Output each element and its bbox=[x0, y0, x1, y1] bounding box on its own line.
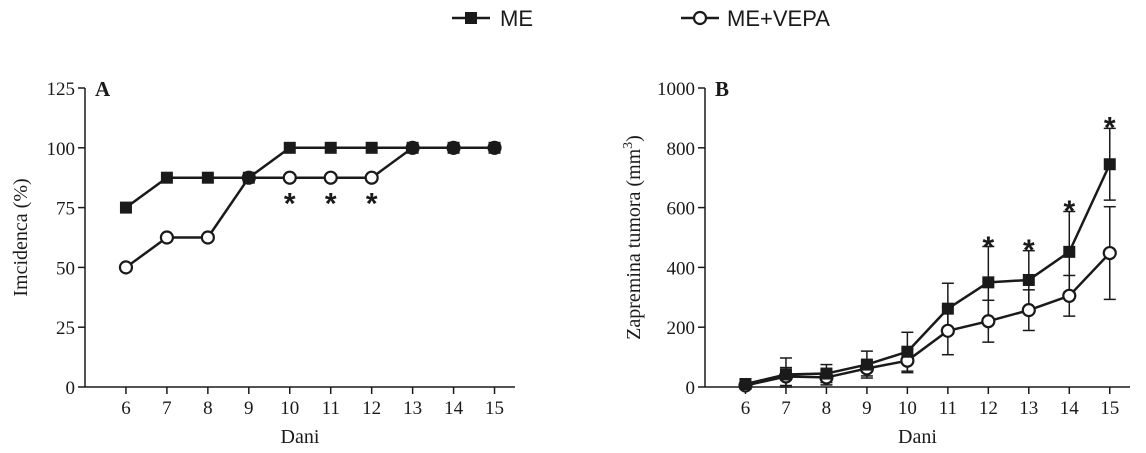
y-tick-label: 800 bbox=[667, 139, 696, 160]
y-tick-label: 400 bbox=[667, 258, 696, 279]
data-point-me bbox=[119, 201, 132, 214]
y-tick-label: 25 bbox=[56, 318, 75, 339]
data-point-me bbox=[779, 368, 792, 381]
significance-asterisk: * bbox=[1063, 195, 1075, 228]
data-point-me bbox=[201, 171, 214, 184]
significance-asterisk: * bbox=[325, 188, 337, 221]
x-tick-label: 15 bbox=[1100, 398, 1119, 419]
x-tick-label: 8 bbox=[203, 398, 213, 419]
y-tick-label: 75 bbox=[56, 199, 75, 220]
data-point-me bbox=[820, 367, 833, 380]
legend: ME ME+VEPA bbox=[452, 6, 830, 31]
significance-asterisk: * bbox=[1023, 234, 1035, 267]
data-point-me-vepa bbox=[118, 260, 134, 275]
panel-label: B bbox=[715, 77, 729, 101]
x-tick-label: 10 bbox=[280, 398, 299, 419]
data-point-me bbox=[283, 141, 296, 154]
y-tick-label: 0 bbox=[66, 378, 76, 399]
data-point-me bbox=[406, 141, 419, 154]
y-axis-label-text: Imcidenca (%) bbox=[10, 178, 32, 296]
data-point-me-vepa bbox=[940, 323, 955, 338]
data-point-me bbox=[324, 141, 337, 154]
y-axis-label-end: ) bbox=[623, 135, 645, 142]
data-point-me bbox=[982, 276, 995, 289]
series-line-me-vepa bbox=[745, 252, 1111, 387]
x-tick-label: 14 bbox=[444, 398, 464, 419]
y-tick-label: 50 bbox=[56, 258, 75, 279]
data-point-me-vepa bbox=[282, 170, 297, 185]
x-tick-label: 15 bbox=[485, 398, 504, 419]
x-tick-label: 7 bbox=[162, 398, 172, 419]
significance-asterisk: * bbox=[1104, 111, 1116, 144]
x-tick-label: 13 bbox=[403, 398, 422, 419]
legend-label: ME bbox=[500, 6, 533, 31]
legend-label: ME+VEPA bbox=[727, 6, 830, 31]
y-tick-label: 100 bbox=[47, 139, 76, 160]
error-bars-me-vepa bbox=[739, 205, 1116, 388]
data-point-me-vepa bbox=[159, 230, 175, 245]
filled-square-marker-icon bbox=[465, 12, 477, 24]
series-me bbox=[739, 158, 1116, 391]
x-axis-label: Dani bbox=[898, 426, 937, 448]
data-point-me bbox=[1103, 158, 1116, 171]
significance-asterisk: * bbox=[366, 188, 378, 221]
series-me bbox=[119, 141, 501, 214]
x-tick-label: 10 bbox=[898, 398, 917, 419]
significance-asterisk: * bbox=[982, 231, 994, 264]
y-axis-label: Imcidenca (%) bbox=[10, 178, 32, 296]
y-axis-label-superscript: 3 bbox=[621, 142, 636, 149]
y-tick-label: 600 bbox=[667, 199, 696, 220]
open-circle-marker-icon bbox=[692, 10, 708, 26]
data-point-me bbox=[160, 171, 173, 184]
x-tick-label: 12 bbox=[362, 398, 381, 419]
legend-item-me-vepa: ME+VEPA bbox=[681, 6, 830, 31]
data-point-me-vepa bbox=[1021, 303, 1036, 318]
y-tick-label: 125 bbox=[47, 79, 76, 100]
data-point-me bbox=[901, 345, 914, 358]
y-tick-label: 200 bbox=[667, 318, 696, 339]
y-tick-label: 1000 bbox=[657, 79, 695, 100]
significance-asterisk: * bbox=[284, 188, 296, 221]
series-me-vepa bbox=[738, 245, 1117, 393]
y-tick-label: 0 bbox=[686, 378, 696, 399]
data-point-me bbox=[447, 141, 460, 154]
chart-panel-b: 0 200 400 600 800 1000 6 7 8 9 10 11 12 13 14 15 Dani Zap… bbox=[621, 77, 1130, 448]
y-axis-label: Zapremina tumora (mm3) bbox=[621, 135, 645, 340]
data-point-me bbox=[1063, 245, 1076, 258]
series-line-me bbox=[125, 146, 495, 209]
series-line-me bbox=[745, 163, 1111, 386]
x-tick-label: 11 bbox=[322, 398, 340, 419]
chart-panel-a: 0 25 50 75 100 125 6 7 8 9 10 11 12 13 14 15 Dani Imciden… bbox=[10, 77, 515, 448]
x-tick-label: 9 bbox=[244, 398, 254, 419]
x-tick-label: 12 bbox=[979, 398, 998, 419]
x-tick-label: 14 bbox=[1060, 398, 1080, 419]
x-tick-label: 8 bbox=[822, 398, 832, 419]
x-tick-label: 11 bbox=[939, 398, 957, 419]
data-point-me-vepa bbox=[1102, 245, 1117, 261]
y-axis-label-text: Zapremina tumora (mm bbox=[623, 148, 645, 339]
x-tick-label: 6 bbox=[741, 398, 751, 419]
data-point-me bbox=[242, 171, 255, 184]
x-axis-label: Dani bbox=[281, 426, 320, 448]
data-point-me-vepa bbox=[1062, 288, 1077, 303]
legend-item-me: ME bbox=[452, 6, 533, 31]
data-point-me bbox=[739, 378, 752, 391]
data-point-me-vepa bbox=[323, 170, 338, 185]
x-tick-label: 6 bbox=[121, 398, 131, 419]
data-point-me-vepa bbox=[364, 170, 379, 185]
data-point-me-vepa bbox=[200, 230, 215, 245]
data-point-me bbox=[941, 302, 954, 315]
x-tick-label: 7 bbox=[781, 398, 791, 419]
x-tick-label: 13 bbox=[1019, 398, 1038, 419]
data-point-me-vepa bbox=[981, 314, 996, 329]
series-line-me-vepa bbox=[125, 146, 495, 269]
panel-label: A bbox=[95, 77, 111, 101]
data-point-me bbox=[860, 358, 873, 371]
data-point-me bbox=[1022, 273, 1035, 286]
x-tick-label: 9 bbox=[862, 398, 872, 419]
series-me-vepa bbox=[118, 140, 502, 275]
data-point-me bbox=[488, 141, 501, 154]
data-point-me bbox=[365, 141, 378, 154]
